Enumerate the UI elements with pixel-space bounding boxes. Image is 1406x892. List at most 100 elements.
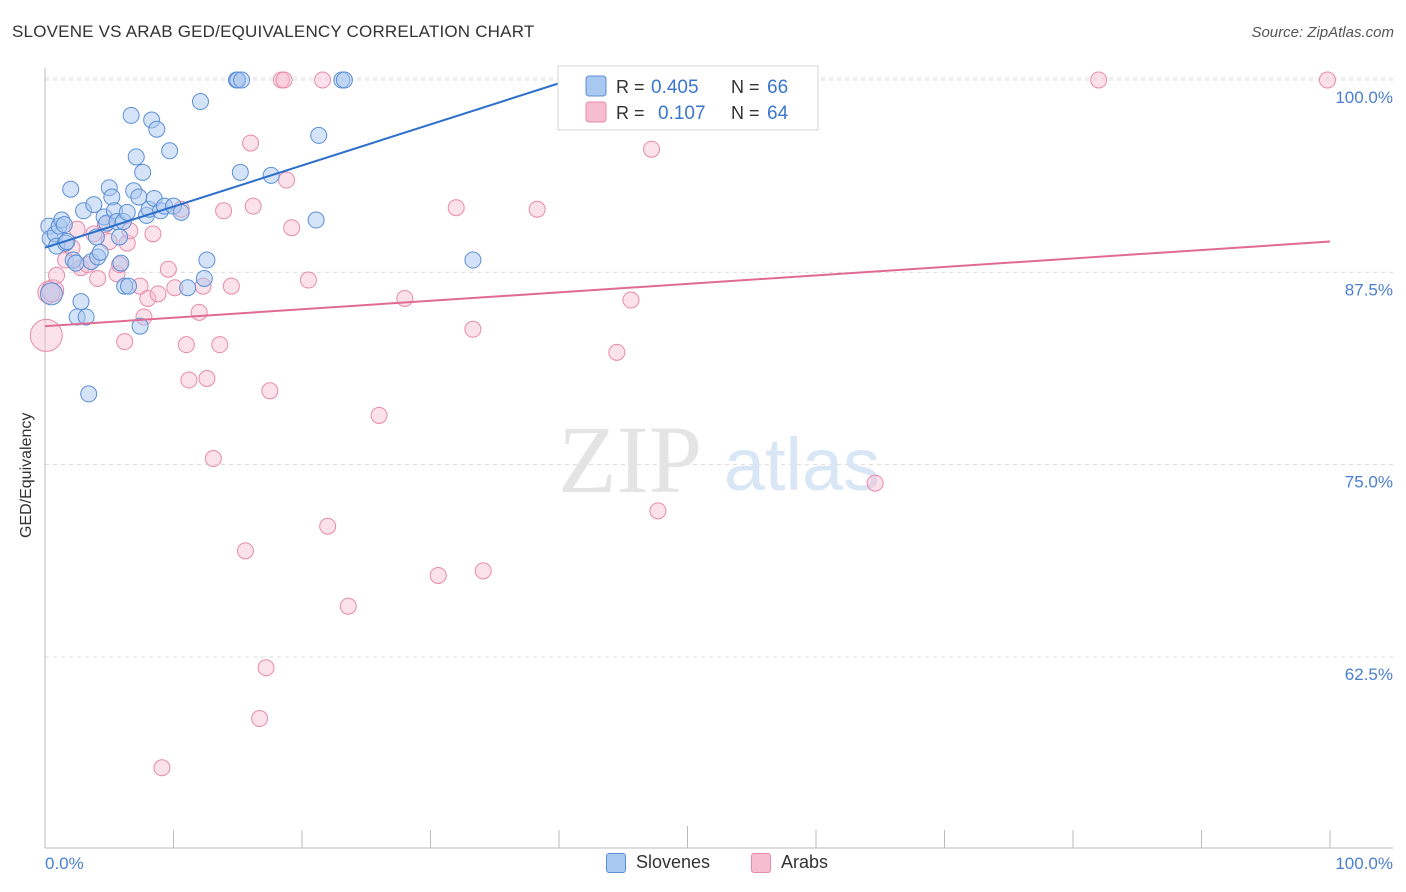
point-arabs xyxy=(278,171,296,189)
point-arabs xyxy=(314,71,332,89)
legend-r-value-slovenes: 0.405 xyxy=(651,77,699,98)
point-slovenes xyxy=(85,196,103,214)
y-tick-label: 62.5% xyxy=(1345,665,1393,684)
point-slovenes xyxy=(148,120,166,138)
point-slovenes xyxy=(67,254,85,272)
point-arabs xyxy=(396,289,414,307)
point-arabs xyxy=(190,303,208,321)
trend-line-slovenes xyxy=(44,79,570,249)
point-slovenes xyxy=(39,282,63,306)
point-slovenes xyxy=(195,269,213,287)
y-tick-label: 75.0% xyxy=(1345,473,1393,492)
point-arabs xyxy=(48,266,66,284)
x-tick-label-max: 100.0% xyxy=(1335,854,1393,873)
point-arabs xyxy=(866,474,884,492)
watermark-atlas: atlas xyxy=(724,423,880,506)
point-arabs xyxy=(339,597,357,615)
point-arabs xyxy=(149,285,167,303)
legend-swatch-slovenes xyxy=(585,75,607,97)
point-slovenes xyxy=(233,71,251,89)
point-arabs xyxy=(180,371,198,389)
slovenes-points xyxy=(39,71,482,403)
point-arabs xyxy=(116,333,134,351)
point-arabs xyxy=(299,271,317,289)
legend-r-label-slovenes: R = xyxy=(616,77,645,97)
point-slovenes xyxy=(103,188,121,206)
point-arabs xyxy=(474,562,492,580)
point-arabs xyxy=(139,289,157,307)
axes-layer xyxy=(44,68,1393,849)
point-arabs xyxy=(215,202,233,220)
point-slovenes xyxy=(131,317,149,335)
point-arabs xyxy=(464,320,482,338)
legend-label-arabs: Arabs xyxy=(781,852,829,872)
legend-label-slovenes: Slovenes xyxy=(636,852,711,872)
point-slovenes xyxy=(112,254,130,272)
grid-layer xyxy=(45,77,1393,658)
legend-r-value-arabs: 0.107 xyxy=(658,103,706,124)
point-slovenes xyxy=(335,71,353,89)
point-slovenes xyxy=(134,163,152,181)
point-slovenes xyxy=(118,203,136,221)
point-arabs xyxy=(649,502,667,520)
point-arabs xyxy=(643,140,661,158)
point-arabs xyxy=(242,134,260,152)
legend-swatch-arabs-bottom xyxy=(751,852,771,873)
watermark-zip: ZIP xyxy=(558,406,702,513)
point-arabs xyxy=(370,406,388,424)
point-arabs xyxy=(153,759,171,777)
point-arabs xyxy=(251,710,269,728)
point-arabs xyxy=(159,260,177,278)
legend-top: R = 0.405 N = 66 R = 0.107 N = 64 xyxy=(557,65,819,131)
y-tick-label: 87.5% xyxy=(1345,280,1393,299)
legend-item-slovenes[interactable]: Slovenes xyxy=(606,852,710,873)
legend-item-arabs[interactable]: Arabs xyxy=(751,852,828,873)
legend-n-label-arabs: N = xyxy=(731,103,760,123)
point-arabs xyxy=(1090,71,1108,89)
point-arabs xyxy=(177,336,195,354)
point-arabs xyxy=(198,370,216,388)
point-slovenes xyxy=(127,148,145,166)
point-arabs xyxy=(275,71,293,89)
point-arabs xyxy=(429,566,447,584)
y-axis-label: GED/Equivalency xyxy=(18,412,35,538)
point-arabs xyxy=(211,336,229,354)
arabs-points xyxy=(29,71,1336,777)
tick-labels: 100.0% 87.5% 75.0% 62.5% 0.0% 100.0% xyxy=(45,88,1393,873)
legend-n-label-slovenes: N = xyxy=(731,77,760,97)
point-slovenes xyxy=(161,142,179,160)
point-arabs xyxy=(222,277,240,295)
point-slovenes xyxy=(91,243,109,261)
point-slovenes xyxy=(122,106,140,124)
point-slovenes xyxy=(231,163,249,181)
point-slovenes xyxy=(80,385,98,403)
point-slovenes xyxy=(120,277,138,295)
point-arabs xyxy=(622,291,640,309)
legend-swatch-slovenes-bottom xyxy=(606,852,626,873)
point-arabs xyxy=(257,659,275,677)
watermark: ZIP atlas xyxy=(558,406,880,513)
point-slovenes xyxy=(310,126,328,144)
point-slovenes xyxy=(55,216,73,234)
point-slovenes xyxy=(62,180,80,198)
legend-n-value-slovenes: 66 xyxy=(767,77,788,98)
point-arabs xyxy=(29,318,63,352)
point-arabs xyxy=(283,219,301,237)
trend-line-arabs xyxy=(44,240,1331,328)
legend-n-value-arabs: 64 xyxy=(767,103,789,124)
point-arabs xyxy=(261,382,279,400)
point-slovenes xyxy=(198,251,216,269)
point-arabs xyxy=(608,343,626,361)
point-arabs xyxy=(89,269,107,287)
chart-title: SLOVENE VS ARAB GED/EQUIVALENCY CORRELAT… xyxy=(12,22,535,41)
point-slovenes xyxy=(179,279,197,297)
point-arabs xyxy=(447,199,465,217)
point-slovenes xyxy=(111,228,129,246)
point-arabs xyxy=(1318,71,1336,89)
point-slovenes xyxy=(307,211,325,229)
point-arabs xyxy=(319,517,337,535)
legend-bottom: Slovenes Arabs xyxy=(0,852,1406,878)
point-arabs xyxy=(528,200,546,218)
trend-lines xyxy=(44,79,1331,328)
